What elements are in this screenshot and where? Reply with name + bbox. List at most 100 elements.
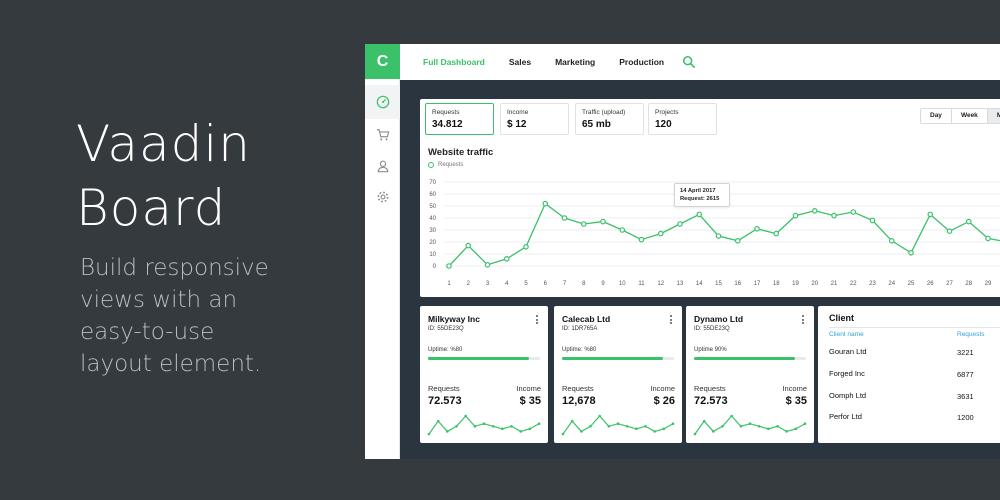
tab-full-dashboard[interactable]: Full Dashboard	[423, 57, 485, 67]
x-tick-label: 4	[505, 281, 509, 287]
data-point[interactable]	[580, 221, 587, 227]
sparkline-point	[501, 427, 504, 431]
client-requests-cell: 3631	[957, 392, 974, 401]
sparkline-point	[598, 414, 601, 418]
uptime-progress	[428, 357, 540, 360]
data-point[interactable]	[600, 218, 606, 225]
company-card-milkyway: Milkyway Inc ID: 55DE23Q Uptime: %80 Req…	[420, 306, 548, 443]
range-month-button[interactable]: Mo	[987, 109, 1000, 123]
sparkline-point	[702, 419, 706, 423]
more-options-icon[interactable]	[802, 315, 806, 326]
data-point[interactable]	[465, 242, 472, 249]
sparkline-point	[537, 422, 541, 426]
data-point[interactable]	[850, 209, 857, 215]
data-point[interactable]	[696, 211, 703, 218]
data-point[interactable]	[792, 212, 799, 219]
data-point[interactable]	[561, 215, 568, 221]
kpi-requests[interactable]: Requests 34.812	[425, 103, 494, 135]
sparkline-point	[455, 424, 458, 428]
sidebar: C	[365, 44, 400, 459]
app-logo[interactable]: C	[365, 44, 400, 79]
kpi-value: 34.812	[432, 119, 463, 130]
data-point[interactable]	[715, 233, 722, 239]
kpi-label: Income	[507, 109, 529, 116]
sparkline-point	[589, 424, 592, 428]
tab-sales[interactable]: Sales	[508, 57, 532, 67]
data-point[interactable]	[831, 212, 837, 219]
sparkline-point	[616, 422, 620, 426]
y-tick-label: 40	[429, 216, 436, 222]
y-tick-label: 20	[429, 240, 436, 246]
kpi-value: 65 mb	[582, 119, 611, 130]
data-point[interactable]	[638, 236, 645, 243]
dashboard-window: C Full Dashboard Sales Marketing Product…	[365, 44, 1000, 459]
requests-sparkline	[561, 414, 675, 436]
range-day-button[interactable]: Day	[921, 109, 952, 123]
sparkline-point	[712, 430, 715, 433]
chart-tooltip: 14 April 2017 Request: 2615	[674, 183, 730, 207]
data-point[interactable]	[657, 230, 664, 237]
more-options-icon[interactable]	[670, 315, 674, 326]
series-line-requests	[448, 202, 1000, 267]
data-point[interactable]	[773, 230, 780, 237]
x-tick-label: 16	[734, 281, 741, 287]
column-header-requests[interactable]: Requests	[957, 331, 985, 338]
sparkline-point	[519, 430, 522, 433]
data-point[interactable]	[734, 238, 741, 244]
data-point[interactable]	[927, 211, 934, 218]
hero-title-line: Vaadin	[76, 115, 251, 173]
sidebar-item-settings[interactable]	[365, 181, 400, 212]
data-point[interactable]	[503, 256, 510, 262]
top-nav: Full Dashboard Sales Marketing Productio…	[400, 44, 1000, 80]
kpi-projects[interactable]: Projects 120	[648, 103, 717, 135]
range-week-button[interactable]: Week	[951, 109, 988, 123]
tab-production[interactable]: Production	[619, 57, 665, 67]
x-tick-label: 13	[677, 281, 684, 287]
data-point[interactable]	[888, 238, 895, 244]
data-point[interactable]	[985, 235, 991, 242]
hero-title: Vaadin Board	[76, 112, 251, 240]
data-point[interactable]	[542, 200, 549, 207]
data-point[interactable]	[908, 250, 914, 256]
x-tick-label: 1	[447, 281, 451, 287]
sparkline-point	[757, 424, 761, 428]
uptime-progress	[694, 357, 806, 360]
x-tick-label: 22	[850, 281, 857, 287]
sidebar-item-dashboard[interactable]	[365, 85, 400, 119]
requests-value: 12,678	[562, 395, 596, 407]
data-point[interactable]	[946, 228, 953, 235]
kpi-traffic-upload[interactable]: Traffic (upload) 65 mb	[575, 103, 644, 135]
tab-marketing[interactable]: Marketing	[555, 57, 596, 67]
sparkline-point	[580, 430, 583, 433]
kpi-value: 120	[655, 119, 672, 130]
data-point[interactable]	[484, 262, 491, 268]
company-id: ID: 55DE23Q	[694, 326, 730, 332]
client-name-cell: Oomph Ltd	[829, 391, 867, 400]
more-options-icon[interactable]	[536, 315, 540, 326]
data-point[interactable]	[523, 244, 529, 250]
data-point[interactable]	[869, 217, 876, 224]
sparkline-point	[482, 422, 486, 426]
sparkline-point	[436, 419, 440, 423]
x-tick-label: 18	[773, 281, 780, 287]
search-icon[interactable]	[682, 55, 696, 69]
x-tick-label: 12	[657, 281, 664, 287]
hero-subtitle-line: Build responsive	[80, 255, 269, 281]
data-point[interactable]	[677, 221, 683, 227]
kpi-income[interactable]: Income $ 12	[500, 103, 569, 135]
client-requests-cell: 1200	[957, 413, 974, 422]
sidebar-item-sales[interactable]	[365, 119, 400, 150]
x-tick-label: 27	[946, 281, 953, 287]
data-point[interactable]	[446, 263, 452, 269]
uptime-label: Uptime: %80	[428, 347, 463, 353]
data-point[interactable]	[754, 225, 760, 232]
data-point[interactable]	[811, 207, 818, 214]
sidebar-item-users[interactable]	[365, 150, 400, 181]
data-point[interactable]	[965, 218, 972, 225]
column-header-client-name[interactable]: Client name	[829, 331, 864, 338]
data-point[interactable]	[619, 227, 626, 233]
sparkline-point	[510, 424, 513, 428]
sparkline-point	[730, 414, 733, 418]
legend-label: Requests	[438, 162, 464, 168]
